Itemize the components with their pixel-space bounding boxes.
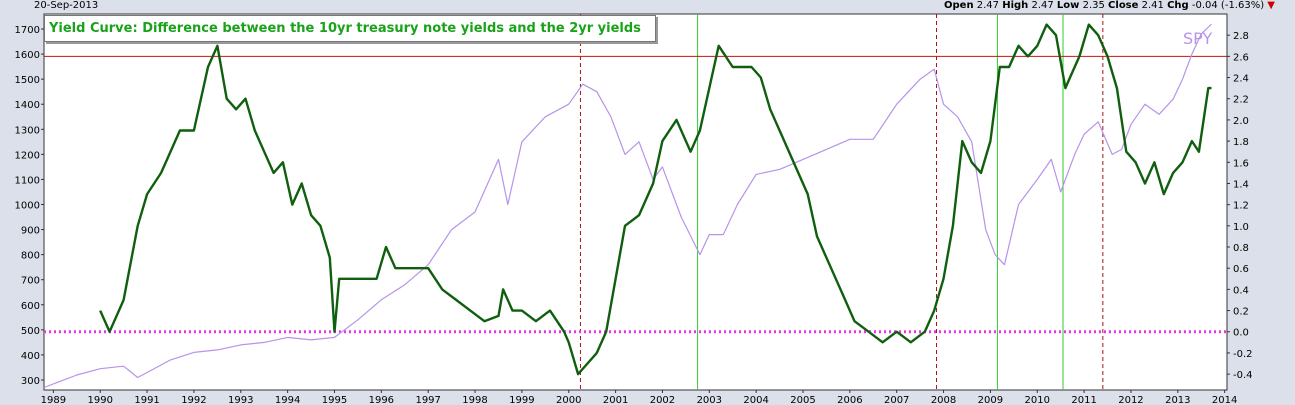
left-axis-tick-label: 800 [21, 251, 40, 262]
left-axis-tick-label: 1200 [15, 150, 40, 161]
x-axis-tick-label: 2009 [978, 395, 1003, 405]
right-axis-tick-label: 0.6 [1233, 264, 1249, 275]
chg-value: -0.04 (-1.63%) [1191, 0, 1265, 11]
right-axis-tick-label: 0.4 [1233, 285, 1249, 296]
high-label: High [1002, 0, 1029, 11]
left-axis-tick-label: 400 [21, 351, 40, 362]
low-label: Low [1056, 0, 1080, 11]
close-value: 2.41 [1141, 0, 1164, 11]
spy-price-line [43, 23, 1212, 389]
x-axis-tick-label: 1996 [369, 395, 394, 405]
left-axis-tick-label: 1400 [15, 100, 40, 111]
chg-label: Chg [1167, 0, 1189, 11]
right-axis-tick-label: 2.2 [1233, 95, 1249, 106]
x-axis-tick-label: 1994 [275, 395, 300, 405]
left-axis-tick-label: 1600 [15, 50, 40, 61]
right-axis-tick-label: 0.2 [1233, 307, 1249, 318]
right-axis-tick-label: -0.4 [1233, 370, 1253, 381]
right-axis-tick-label: 1.0 [1233, 222, 1249, 233]
x-axis-tick-label: 1993 [228, 395, 253, 405]
close-label: Close [1108, 0, 1139, 11]
quote-bar: Open 2.47 High 2.47 Low 2.35 Close 2.41 … [944, 0, 1275, 11]
open-value: 2.47 [976, 0, 1000, 11]
x-axis-tick-label: 1989 [41, 395, 66, 405]
left-axis-tick-label: 1500 [15, 75, 40, 86]
left-axis-tick-label: 1100 [15, 175, 40, 186]
plot-area [43, 13, 1228, 391]
spy-legend-label: SPY [1183, 29, 1213, 48]
yield-spread-line [99, 23, 1212, 376]
chart-title: Yield Curve: Difference between the 10yr… [44, 15, 656, 42]
x-axis-tick-label: 1992 [181, 395, 206, 405]
x-axis-tick-label: 2006 [837, 395, 862, 405]
left-axis-tick-label: 300 [21, 376, 40, 387]
left-axis-tick-label: 1000 [15, 201, 40, 212]
chart-header: 20-Sep-2013 Open 2.47 High 2.47 Low 2.35… [0, 0, 1295, 14]
x-axis-tick-label: 2004 [743, 395, 768, 405]
left-axis-tick-label: 700 [21, 276, 40, 287]
x-axis-tick-label: 2010 [1025, 395, 1050, 405]
right-axis-tick-label: 0.8 [1233, 243, 1249, 254]
x-axis-tick-label: 2000 [556, 395, 581, 405]
x-axis-tick-label: 2003 [697, 395, 722, 405]
right-axis-tick-label: 1.2 [1233, 201, 1249, 212]
down-arrow-icon: ▼ [1267, 0, 1275, 11]
right-axis-tick-label: 2.8 [1233, 31, 1249, 42]
x-axis-tick-label: 1998 [462, 395, 487, 405]
x-axis-tick-label: 2011 [1071, 395, 1096, 405]
x-axis-tick-label: 1990 [87, 395, 112, 405]
high-value: 2.47 [1031, 0, 1054, 11]
right-axis-tick-label: 0.0 [1233, 328, 1249, 339]
left-axis-tick-label: 900 [21, 226, 40, 237]
x-axis-tick-label: 2013 [1165, 395, 1190, 405]
right-axis-tick-label: 2.6 [1233, 52, 1249, 63]
x-axis-tick-label: 2002 [650, 395, 675, 405]
x-axis-tick-label: 2012 [1118, 395, 1143, 405]
x-axis-tick-label: 1991 [134, 395, 159, 405]
left-axis-tick-label: 1700 [15, 25, 40, 36]
left-axis-tick-label: 500 [21, 326, 40, 337]
x-axis-tick-label: 1997 [415, 395, 440, 405]
x-axis-tick-label: 2005 [790, 395, 815, 405]
right-axis-tick-label: -0.2 [1233, 349, 1253, 360]
x-axis-tick-label: 1995 [322, 395, 347, 405]
x-axis-tick-label: 1999 [509, 395, 534, 405]
right-axis-tick-label: 2.4 [1233, 74, 1249, 85]
open-label: Open [944, 0, 974, 11]
low-value: 2.35 [1082, 0, 1105, 11]
right-axis-tick-label: 2.0 [1233, 116, 1249, 127]
x-axis-tick-label: 2001 [603, 395, 628, 405]
right-axis-tick-label: 1.8 [1233, 137, 1249, 148]
right-axis-tick-label: 1.6 [1233, 158, 1249, 169]
x-axis-tick-label: 2007 [884, 395, 909, 405]
x-axis-tick-label: 2014 [1212, 395, 1237, 405]
left-axis-tick-label: 600 [21, 301, 40, 312]
left-axis-tick-label: 1300 [15, 125, 40, 136]
chart-date: 20-Sep-2013 [34, 0, 99, 11]
right-axis-tick-label: 1.4 [1233, 179, 1249, 190]
x-axis-tick-label: 2008 [931, 395, 956, 405]
